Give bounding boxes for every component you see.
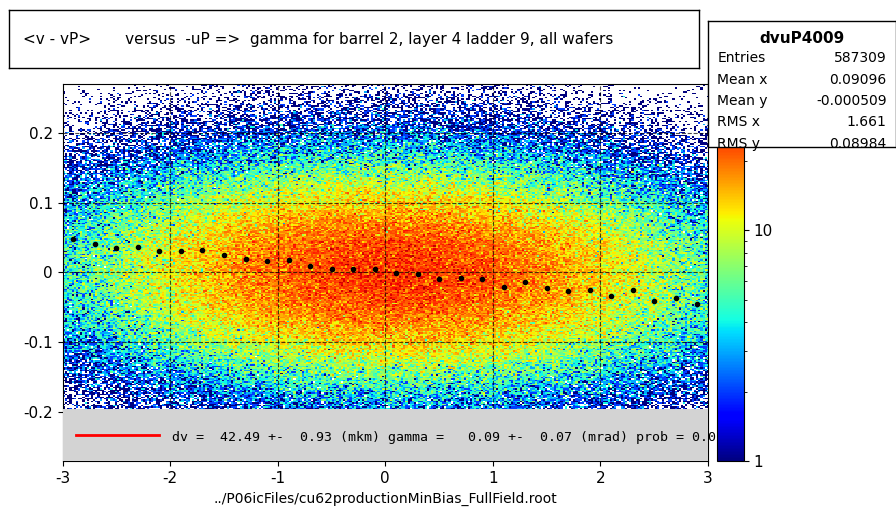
Text: 587309: 587309	[834, 51, 887, 65]
Text: <v - vP>       versus  -uP =>  gamma for barrel 2, layer 4 ladder 9, all wafers: <v - vP> versus -uP => gamma for barrel …	[22, 32, 613, 47]
Text: 1.661: 1.661	[847, 115, 887, 129]
Text: RMS y: RMS y	[718, 137, 760, 151]
Text: 0.09096: 0.09096	[830, 72, 887, 86]
Text: RMS x: RMS x	[718, 115, 760, 129]
Text: Mean y: Mean y	[718, 94, 768, 108]
Text: Entries: Entries	[718, 51, 765, 65]
Text: 0.08984: 0.08984	[830, 137, 887, 151]
Text: dvuP4009: dvuP4009	[759, 31, 845, 46]
Text: Mean x: Mean x	[718, 72, 768, 86]
Text: -0.000509: -0.000509	[816, 94, 887, 108]
X-axis label: ../P06icFiles/cu62productionMinBias_FullField.root: ../P06icFiles/cu62productionMinBias_Full…	[213, 492, 557, 506]
Text: dv =  42.49 +-  0.93 (mkm) gamma =   0.09 +-  0.07 (mrad) prob = 0.024: dv = 42.49 +- 0.93 (mkm) gamma = 0.09 +-…	[172, 431, 732, 444]
